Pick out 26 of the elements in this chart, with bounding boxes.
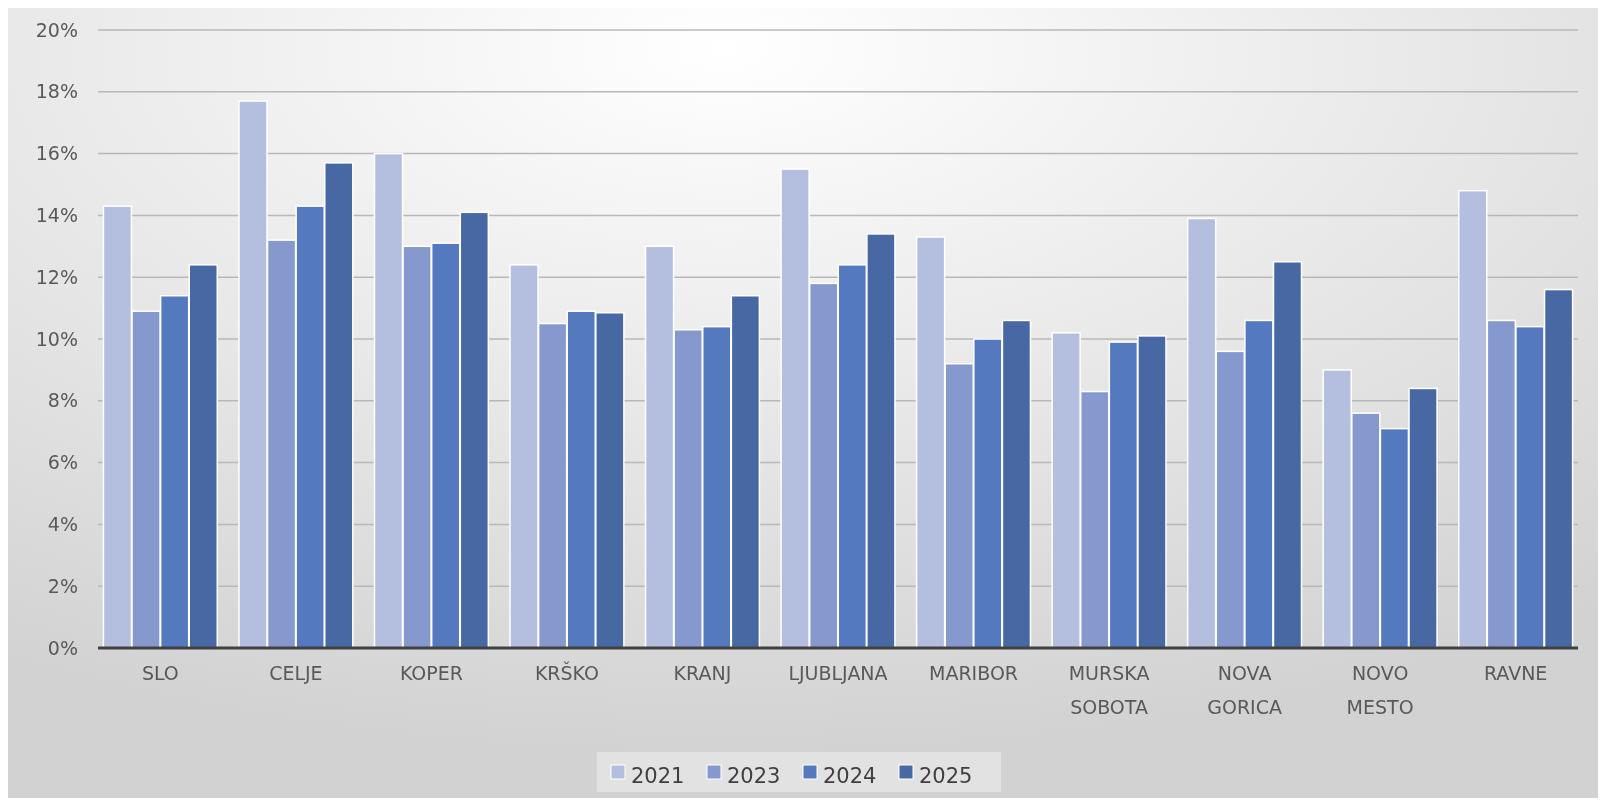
y-tick-label: 6% <box>47 451 78 474</box>
legend-label: 2024 <box>823 764 877 789</box>
y-tick-label: 14% <box>35 204 78 227</box>
y-tick-label: 12% <box>35 265 78 288</box>
y-tick-label: 18% <box>35 80 78 103</box>
x-tick-label: RAVNE <box>1483 662 1548 684</box>
x-tick-label: KOPER <box>399 662 463 684</box>
x-tick-label: NOVA GORICA <box>1207 662 1282 718</box>
y-tick-label: 16% <box>35 142 78 165</box>
x-tick-label: KRANJ <box>673 662 732 684</box>
x-tick-label: NOVO MESTO <box>1346 662 1414 718</box>
x-tick-label: LJUBLJANA <box>788 662 888 684</box>
y-tick-label: 8% <box>47 389 78 412</box>
y-tick-label: 2% <box>47 574 78 597</box>
legend-label: 2021 <box>631 764 685 789</box>
legend-label: 2025 <box>919 764 973 789</box>
x-tick-label: KRŠKO <box>534 661 599 684</box>
x-tick-label: CELJE <box>269 662 323 684</box>
x-tick-label: SLO <box>141 662 179 684</box>
legend-label: 2023 <box>727 764 781 789</box>
y-tick-label: 20% <box>35 18 78 41</box>
y-tick-label: 4% <box>47 513 78 536</box>
y-tick-label: 10% <box>35 327 78 350</box>
x-tick-label: MURSKA SOBOTA <box>1068 662 1150 718</box>
y-tick-label: 0% <box>47 636 78 659</box>
x-tick-label: MARIBOR <box>929 662 1019 684</box>
